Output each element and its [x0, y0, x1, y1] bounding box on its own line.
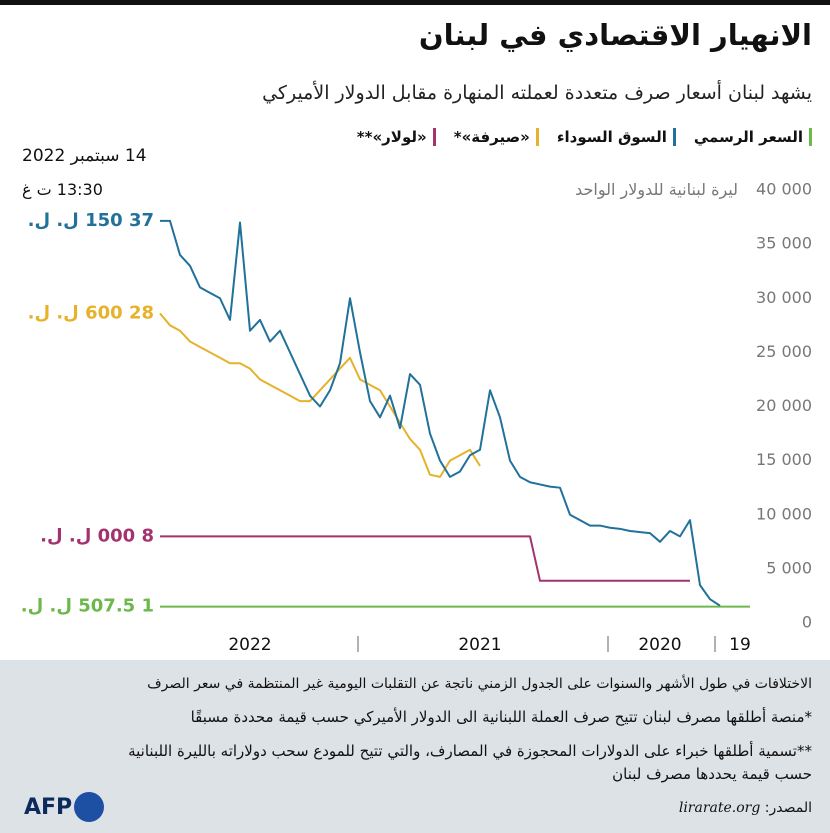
source-name: lirarate.org	[678, 800, 761, 816]
legend-swatch	[809, 128, 812, 146]
legend-label: السعر الرسمي	[693, 128, 803, 146]
date: 14 سبتمبر 2022	[22, 146, 147, 166]
logo-dot	[74, 792, 105, 822]
y-axis-label: ليرة لبنانية للدولار الواحد	[575, 180, 738, 199]
legend-item: «لولار»**	[357, 128, 436, 146]
y-tick-label: 0	[802, 613, 812, 632]
x-tick-label: 2022	[228, 635, 271, 655]
source: المصدر: lirarate.org	[679, 800, 812, 816]
series-line	[160, 219, 721, 607]
time: 13:30 ت غ	[22, 180, 103, 199]
y-tick-label: 5 000	[766, 558, 812, 577]
x-tick-label: 2021	[458, 635, 501, 655]
x-tick-label: 2020	[638, 635, 681, 655]
note: **تسمية أطلقها خبراء على الدولارات المحج…	[128, 742, 812, 783]
legend-item: «صيرفة»*	[454, 128, 539, 146]
y-tick-label: 35 000	[756, 234, 812, 253]
y-tick-label: 25 000	[756, 342, 812, 361]
legend-swatch	[535, 128, 539, 146]
chart: 0 5 000 10 000 15 000 20 000 25 000 30 000 35 0…	[21, 180, 812, 656]
y-tick-label: 40 000	[756, 180, 812, 199]
series-line	[159, 312, 481, 478]
y-tick-label: 30 000	[756, 288, 812, 307]
legend-item: السوق السوداء	[557, 128, 676, 146]
value-label: 28 600 ل. ل.	[28, 302, 154, 323]
footer: الاختلافات في طول الأشهر والسنوات على ال…	[0, 660, 830, 833]
legend-label: السوق السوداء	[556, 128, 667, 146]
logo: AFP	[24, 792, 105, 822]
legend-swatch	[432, 128, 436, 146]
note: الاختلافات في طول الأشهر والسنوات على ال…	[147, 676, 812, 692]
series-line	[160, 535, 690, 582]
y-tick-label: 10 000	[756, 504, 812, 523]
logo-text: AFP	[24, 794, 73, 820]
legend-label: «صيرفة»*	[453, 128, 530, 146]
top-bar	[0, 0, 830, 5]
value-label: 37 150 ل. ل.	[28, 210, 154, 231]
legend-item: السعر الرسمي	[694, 128, 812, 146]
chart-title: الانهيار الاقتصادي في لبنان	[418, 18, 812, 52]
y-tick-label: 15 000	[756, 450, 812, 469]
x-tick-label: 19	[729, 635, 751, 655]
y-tick-label: 20 000	[756, 396, 812, 415]
value-label: 8 000 ل. ل.	[40, 525, 154, 546]
chart-subtitle: يشهد لبنان أسعار صرف متعددة لعملته المنه…	[262, 82, 812, 104]
source-label: المصدر:	[764, 800, 812, 816]
legend-swatch	[672, 128, 676, 146]
value-label: 1 507.5 ل. ل.	[21, 596, 154, 617]
note: *منصة أطلقها مصرف لبنان تتيح صرف العملة …	[190, 708, 812, 726]
legend: السعر الرسمي السوق السوداء «صيرفة»* «لولار»…	[357, 128, 812, 146]
legend-label: «لولار»**	[356, 128, 427, 146]
